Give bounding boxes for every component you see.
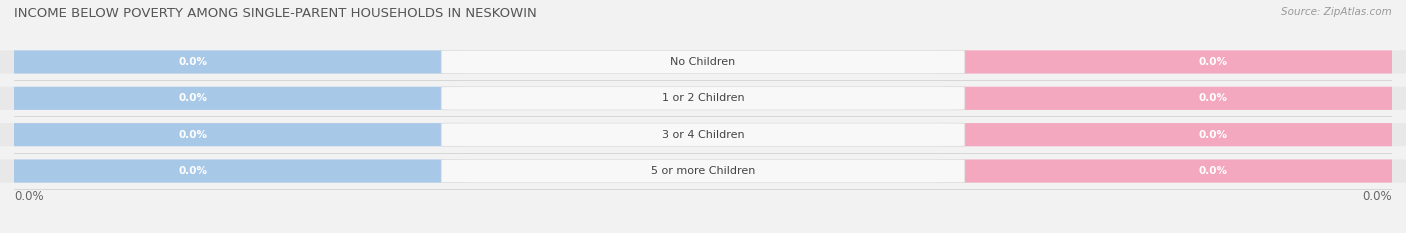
Text: INCOME BELOW POVERTY AMONG SINGLE-PARENT HOUSEHOLDS IN NESKOWIN: INCOME BELOW POVERTY AMONG SINGLE-PARENT… — [14, 7, 537, 20]
FancyBboxPatch shape — [0, 87, 465, 110]
Text: 0.0%: 0.0% — [1198, 57, 1227, 67]
FancyBboxPatch shape — [441, 87, 965, 110]
Text: 0.0%: 0.0% — [179, 57, 208, 67]
FancyBboxPatch shape — [0, 50, 465, 73]
Text: 0.0%: 0.0% — [14, 190, 44, 203]
FancyBboxPatch shape — [0, 160, 465, 183]
Text: 0.0%: 0.0% — [1198, 93, 1227, 103]
FancyBboxPatch shape — [941, 123, 1406, 146]
FancyBboxPatch shape — [0, 87, 1406, 110]
Text: 0.0%: 0.0% — [179, 93, 208, 103]
FancyBboxPatch shape — [941, 87, 1406, 110]
FancyBboxPatch shape — [441, 50, 965, 74]
FancyBboxPatch shape — [941, 160, 1406, 183]
Text: Source: ZipAtlas.com: Source: ZipAtlas.com — [1281, 7, 1392, 17]
FancyBboxPatch shape — [0, 123, 1406, 146]
Text: 1 or 2 Children: 1 or 2 Children — [662, 93, 744, 103]
FancyBboxPatch shape — [0, 50, 1406, 73]
Text: 5 or more Children: 5 or more Children — [651, 166, 755, 176]
FancyBboxPatch shape — [0, 123, 465, 146]
Text: No Children: No Children — [671, 57, 735, 67]
FancyBboxPatch shape — [0, 160, 1406, 183]
Text: 0.0%: 0.0% — [179, 166, 208, 176]
Text: 0.0%: 0.0% — [1198, 130, 1227, 140]
Text: 3 or 4 Children: 3 or 4 Children — [662, 130, 744, 140]
Text: 0.0%: 0.0% — [1362, 190, 1392, 203]
FancyBboxPatch shape — [941, 50, 1406, 73]
Text: 0.0%: 0.0% — [179, 130, 208, 140]
FancyBboxPatch shape — [441, 159, 965, 183]
FancyBboxPatch shape — [441, 123, 965, 146]
Text: 0.0%: 0.0% — [1198, 166, 1227, 176]
